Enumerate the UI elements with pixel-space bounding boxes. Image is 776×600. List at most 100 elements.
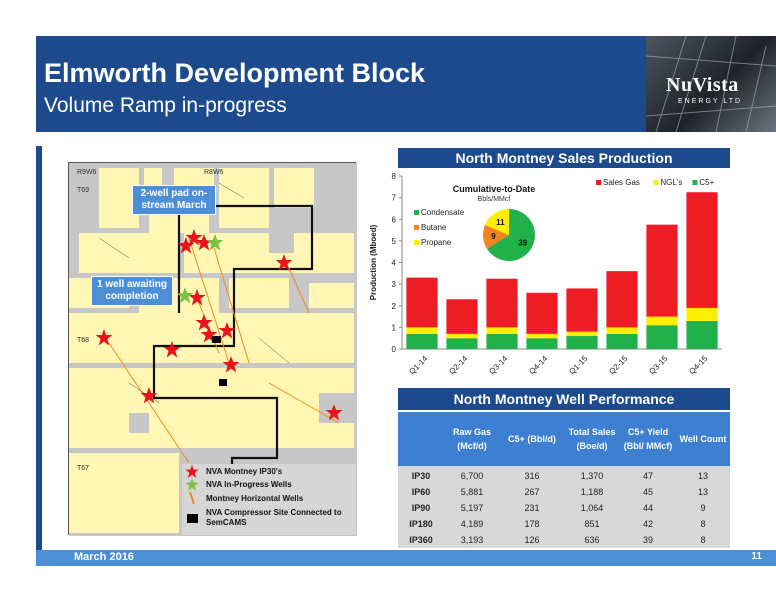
table-cell: 3,193 (460, 535, 484, 545)
table-cell: 1,188 (580, 487, 604, 497)
logo-wordmark: NuVista (666, 74, 739, 96)
bar-segment (606, 327, 638, 334)
row-label: IP180 (409, 519, 433, 529)
company-logo: NuVista ENERGY LTD (646, 36, 776, 132)
bar-segment (406, 327, 438, 334)
legend-label-compressor: NVA Compressor Site Connected to SemCAMS (206, 508, 342, 527)
table-cell: 1,370 (580, 471, 604, 481)
land-map: R9W6 R8W6 T69 T68 T67 2-well pad on-stre… (68, 162, 357, 536)
bar-segment (526, 338, 558, 349)
pie-legend-label: Condensate (421, 208, 465, 217)
table-cell: 13 (697, 471, 708, 481)
page-title: Elmworth Development Block (44, 58, 426, 88)
table-header: Raw Gas (Mcf/d) C5+ (Bbl/d) Total Sales … (398, 412, 730, 466)
page-subtitle: Volume Ramp in-progress (44, 94, 287, 117)
logo-subtext: ENERGY LTD (678, 98, 743, 105)
range-label-r8w6: R8W6 (204, 169, 224, 176)
y-tick-label: 0 (392, 345, 397, 354)
bar-segment (606, 333, 638, 349)
township-label-t69: T69 (77, 187, 90, 194)
well-performance-table: Raw Gas (Mcf/d) C5+ (Bbl/d) Total Sales … (398, 412, 730, 548)
footer-bar: March 2016 11 (36, 550, 776, 566)
legend-icons (185, 465, 199, 523)
y-axis-title: Production (Mboed) (369, 224, 378, 300)
legend-label-horizontal: Montney Horizontal Wells (206, 494, 304, 503)
col-header-c5-yield: C5+ Yield (Bbl/ MMcf) (623, 427, 673, 451)
y-tick-label: 6 (392, 215, 397, 224)
page-number: 11 (751, 551, 762, 562)
x-tick-label: Q4-15 (687, 354, 709, 376)
col-header-c5: C5+ (Bbl/d) (508, 434, 556, 444)
row-label: IP30 (411, 471, 431, 481)
pie-slice (483, 224, 509, 249)
table-row: IP180 4,189 178 851 42 8 (398, 516, 730, 532)
table-row: IP90 5,197 231 1,064 44 9 (398, 500, 730, 516)
pie-subtitle: Bbls/MMcf (478, 196, 511, 203)
pie-legend-swatch (414, 240, 419, 245)
table-cell: 1,064 (580, 503, 604, 513)
pie-legend-label: Propane (421, 238, 452, 247)
bar-segment (406, 333, 438, 349)
y-tick-label: 3 (392, 280, 397, 289)
bar-segment (446, 299, 478, 334)
col-header-total-sales: Total Sales (Boe/d) (568, 427, 616, 451)
table-cell: 8 (700, 519, 706, 529)
table-cell: 5,881 (460, 487, 484, 497)
col-header-raw-gas: Raw Gas (Mcf/d) (452, 427, 492, 451)
legend-swatch (596, 180, 601, 185)
y-tick-label: 2 (392, 302, 397, 311)
row-label: IP90 (411, 503, 431, 513)
table-cell: 4,189 (460, 519, 484, 529)
x-tick-label: Q1-14 (407, 354, 429, 376)
pie-legend-swatch (414, 210, 419, 215)
table-cell: 231 (524, 503, 540, 513)
pie-data-label: 39 (518, 239, 527, 248)
bar-segment (686, 307, 718, 321)
bar-segment (406, 277, 438, 328)
bar-segment (446, 338, 478, 349)
sales-production-chart: 0 1 2 3 4 5 6 7 8 Production (Mboed) Q1-14 Q2-14 Q3-… (364, 168, 728, 388)
table-row: IP360 3,193 126 636 39 8 (398, 532, 730, 548)
table-row: IP30 6,700 316 1,370 47 13 (398, 468, 730, 484)
bar-segment (486, 278, 518, 328)
y-tick-label: 1 (392, 323, 397, 332)
y-tick-label: 5 (392, 237, 397, 246)
bar-segment (526, 292, 558, 334)
table-cell: 42 (642, 519, 653, 529)
well-performance-title: North Montney Well Performance (398, 388, 730, 410)
bar-segment (646, 316, 678, 326)
map-legend: NVA Montney IP30's NVA In-Progress Wells… (182, 464, 356, 535)
legend-swatch (692, 180, 698, 185)
bar-segment (686, 320, 718, 349)
callout-well-awaiting: 1 well awaiting completion (91, 276, 173, 306)
compressor-icon (187, 514, 198, 523)
bar-segment (526, 333, 558, 339)
table-cell: 8 (700, 535, 706, 545)
table-cell: 6,700 (460, 471, 484, 481)
red-star-icon (185, 465, 199, 478)
pie-legend-label: Butane (421, 223, 447, 232)
x-tick-label: Q4-14 (527, 354, 549, 376)
legend-label: Sales Gas (603, 178, 640, 187)
pie-slice (485, 209, 509, 235)
x-tick-label: Q3-15 (647, 354, 669, 376)
table-cell: 39 (642, 535, 653, 545)
callout-two-well-pad: 2-well pad on-stream March (132, 185, 216, 215)
table-cell: 45 (642, 487, 653, 497)
table-cell: 636 (584, 535, 600, 545)
table-cell: 178 (524, 519, 540, 529)
bar-segment (566, 336, 598, 349)
pie-legend-swatch (414, 225, 419, 230)
x-tick-label: Q2-15 (607, 354, 629, 376)
township-label-t68: T68 (77, 337, 90, 344)
footer-date: March 2016 (74, 551, 134, 563)
legend-label-ip30: NVA Montney IP30's (206, 467, 283, 476)
township-label-t67: T67 (77, 465, 90, 472)
table-cell: 5,197 (460, 503, 484, 513)
bar-segment (566, 288, 598, 332)
side-accent-bar (36, 146, 42, 550)
x-tick-label: Q1-15 (567, 354, 589, 376)
x-tick-label: Q3-14 (487, 354, 509, 376)
pie-title: Cumulative-to-Date (453, 184, 536, 194)
y-tick-label: 8 (392, 172, 397, 181)
